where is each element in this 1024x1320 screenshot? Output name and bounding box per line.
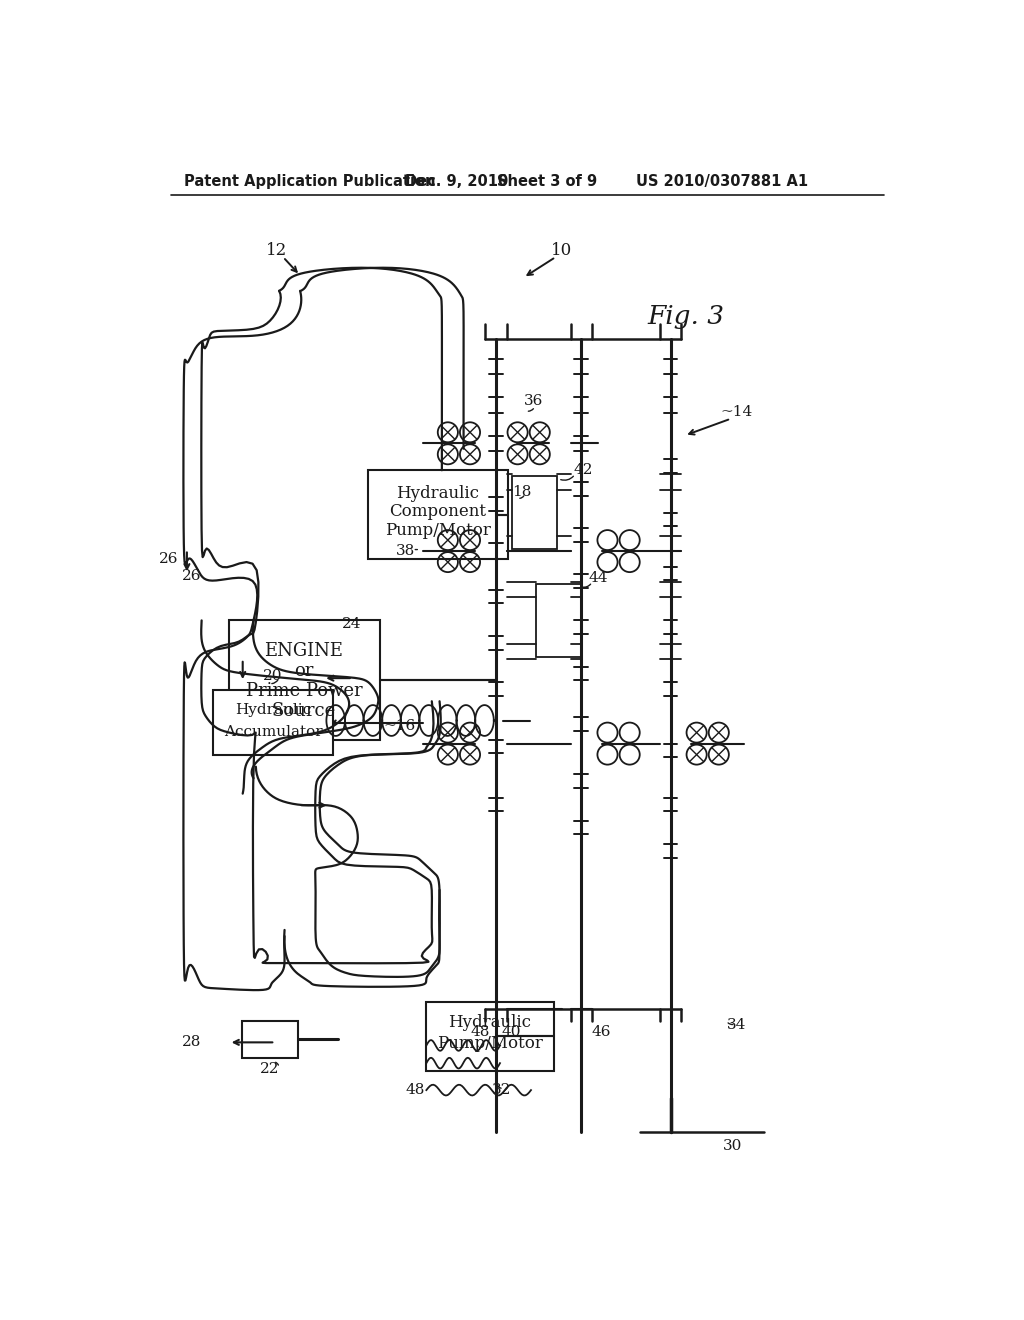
Text: US 2010/0307881 A1: US 2010/0307881 A1 (636, 174, 808, 189)
Text: 48: 48 (471, 1026, 490, 1039)
Text: 32: 32 (492, 1084, 511, 1097)
Text: 40: 40 (502, 1026, 521, 1039)
Text: 20: 20 (263, 669, 283, 682)
Polygon shape (538, 586, 579, 620)
Text: ENGINE: ENGINE (264, 643, 343, 660)
Text: 36: 36 (523, 393, 543, 408)
Text: Hydraulic: Hydraulic (396, 484, 479, 502)
Text: Hydraulic: Hydraulic (234, 704, 311, 718)
Text: Pump/Motor: Pump/Motor (385, 521, 490, 539)
Text: 46: 46 (591, 1026, 610, 1039)
Text: 34: 34 (727, 1018, 746, 1032)
Text: Patent Application Publication: Patent Application Publication (183, 174, 435, 189)
Text: 24: 24 (341, 618, 360, 631)
Text: Dec. 9, 2010: Dec. 9, 2010 (406, 174, 509, 189)
Text: 44: 44 (589, 572, 608, 585)
Text: 18: 18 (512, 484, 531, 499)
Bar (228, 620, 380, 739)
Text: 12: 12 (266, 243, 288, 259)
Text: 26: 26 (159, 552, 178, 566)
Bar (512, 477, 557, 549)
Text: ~16: ~16 (384, 719, 416, 733)
Text: 30: 30 (723, 1139, 742, 1152)
Text: 22: 22 (260, 1063, 280, 1076)
Bar (536, 585, 581, 656)
Text: Fig. 3: Fig. 3 (647, 304, 725, 329)
Text: 28: 28 (182, 1035, 202, 1049)
Polygon shape (538, 620, 579, 655)
Polygon shape (515, 479, 555, 512)
Text: Component: Component (389, 503, 486, 520)
Bar (369, 470, 508, 558)
Text: Hydraulic: Hydraulic (449, 1014, 531, 1031)
Text: or: or (294, 663, 313, 680)
Text: 42: 42 (573, 463, 593, 478)
Text: Prime Power: Prime Power (246, 682, 362, 700)
Text: 48: 48 (406, 1084, 424, 1097)
Text: 10: 10 (551, 243, 572, 259)
Text: Pump/Motor: Pump/Motor (437, 1035, 543, 1052)
Text: Source: Source (271, 702, 336, 721)
Text: Accumulator: Accumulator (223, 725, 323, 739)
Bar (213, 689, 334, 755)
Bar (242, 1020, 298, 1057)
Text: Sheet 3 of 9: Sheet 3 of 9 (497, 174, 597, 189)
Text: ~14: ~14 (720, 405, 753, 420)
Text: 38: 38 (395, 544, 415, 558)
Text: 26: 26 (182, 569, 202, 582)
Polygon shape (515, 512, 555, 546)
Bar (426, 1002, 554, 1071)
